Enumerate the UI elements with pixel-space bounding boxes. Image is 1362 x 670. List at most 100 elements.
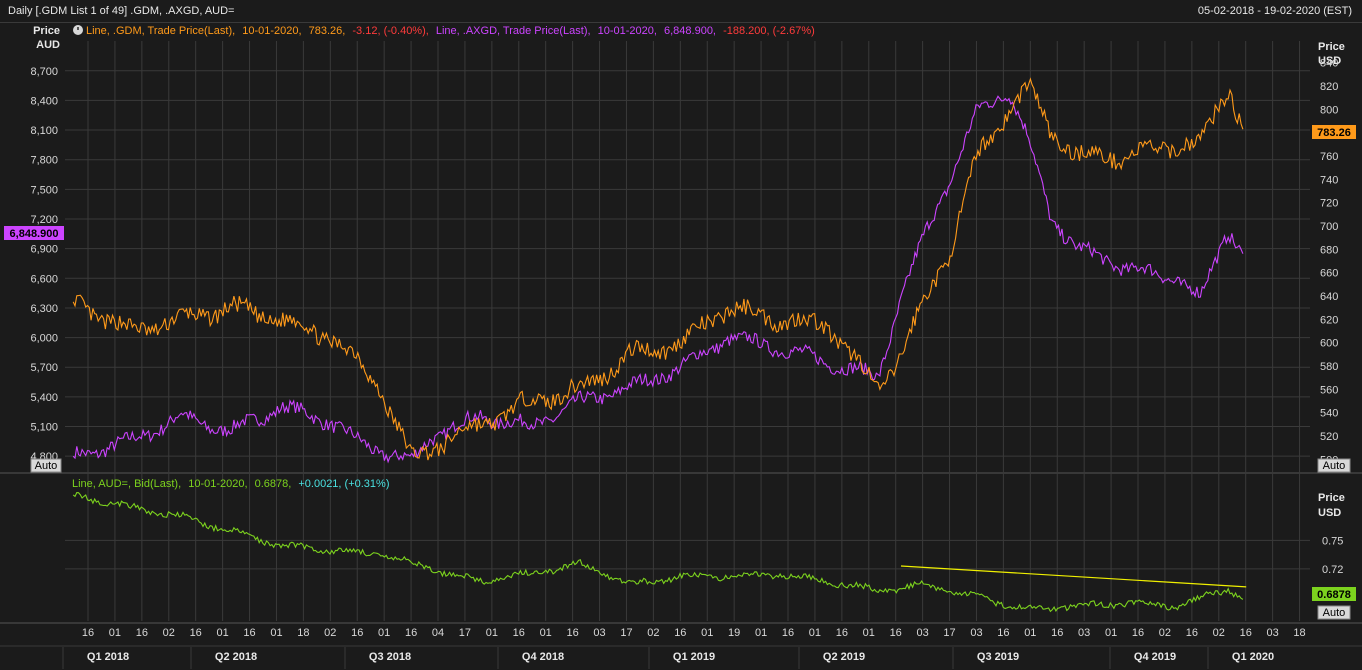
gdm-legend-value: 783.26, [309, 25, 346, 37]
title-bar: Daily [.GDM List 1 of 49] .GDM, .AXGD, A… [0, 0, 1362, 23]
auto-button-right[interactable]: Auto [1317, 458, 1351, 473]
auto-button-right-bg[interactable] [1317, 458, 1351, 473]
axgd-legend-value: 6,848.900, [664, 25, 716, 37]
chart-background [0, 23, 1362, 670]
auto-button-lower[interactable]: Auto [1317, 605, 1351, 620]
x-day-label: 03 [1078, 627, 1090, 639]
bottom-legend-text: Line, AUD=, Bid(Last), 10-01-2020, 0.687… [72, 478, 389, 490]
x-quarter-label: Q4 2019 [1134, 651, 1176, 663]
lower-tick-label: 0.75 [1322, 535, 1343, 547]
x-day-label: 02 [647, 627, 659, 639]
aud-badge-bg [1312, 587, 1356, 601]
auto-button-left[interactable]: Auto [30, 458, 62, 473]
x-day-label: 01 [809, 627, 821, 639]
x-day-label: 03 [916, 627, 928, 639]
x-day-label: 01 [486, 627, 498, 639]
left-tick-label: 8,100 [30, 125, 58, 137]
top-legend: Line, .GDM, Trade Price(Last), 10-01-202… [73, 25, 815, 37]
axgd-legend-change: -188.200, (-2.67%) [723, 25, 815, 37]
axgd-series-line [72, 95, 1244, 464]
chart-area[interactable]: Price AUD Price USD Price USD 8,700 8,400… [0, 23, 1362, 670]
x-day-label: 02 [324, 627, 336, 639]
x-day-label: 01 [270, 627, 282, 639]
lower-axis-title-price: Price [1318, 492, 1345, 504]
left-tick-label: 6,300 [30, 303, 58, 315]
x-day-label: 04 [432, 627, 444, 639]
right-tick-label: 600 [1320, 338, 1338, 350]
left-tick-label: 7,800 [30, 155, 58, 167]
x-day-label: 17 [943, 627, 955, 639]
left-axis-ticks: 8,700 8,400 8,100 7,800 7,500 7,200 6,900 6,600… [30, 66, 58, 463]
right-tick-label: 660 [1320, 268, 1338, 280]
axgd-badge-bg [4, 226, 64, 240]
aud-badge-label: 0.6878 [1317, 589, 1351, 601]
bottom-legend: Line, AUD=, Bid(Last), 10-01-2020, 0.687… [72, 478, 389, 490]
auto-button-right-label[interactable]: Auto [1323, 460, 1346, 472]
gdm-badge-bg [1312, 125, 1356, 139]
right-tick-label: 560 [1320, 384, 1338, 396]
x-day-label: 16 [351, 627, 363, 639]
x-day-label: 02 [1159, 627, 1171, 639]
x-day-label: 16 [566, 627, 578, 639]
x-day-label: 01 [755, 627, 767, 639]
axgd-legend-date: 10-01-2020, [598, 25, 657, 37]
right-tick-label: 640 [1320, 291, 1338, 303]
right-tick-label: 760 [1320, 151, 1338, 163]
lower-series [72, 492, 1247, 613]
x-day-label: 18 [1293, 627, 1305, 639]
x-day-label: 01 [540, 627, 552, 639]
x-day-label: 16 [1186, 627, 1198, 639]
right-tick-label: 580 [1320, 361, 1338, 373]
chart-title: Daily [.GDM List 1 of 49] .GDM, .AXGD, A… [8, 5, 235, 17]
left-axis-title-unit: AUD [36, 39, 60, 51]
left-tick-label: 6,600 [30, 273, 58, 285]
auto-button-left-bg[interactable] [30, 458, 62, 473]
x-axis-quarter-labels: Q1 2018 Q2 2018 Q3 2018 Q4 2018 Q1 2019 Q2 20… [62, 647, 1274, 669]
gdm-series-line [72, 77, 1244, 461]
left-tick-label: 6,900 [30, 244, 58, 256]
auto-button-left-label[interactable]: Auto [35, 460, 58, 472]
gdm-badge-label: 783.26 [1317, 127, 1351, 139]
aud-legend-date: 10-01-2020, [188, 478, 247, 490]
x-day-label: 19 [728, 627, 740, 639]
left-tick-label: 5,700 [30, 362, 58, 374]
gdm-badge: 783.26 [1312, 125, 1356, 139]
auto-button-lower-bg[interactable] [1317, 605, 1351, 620]
left-tick-label: 6,000 [30, 333, 58, 345]
x-day-label: 03 [593, 627, 605, 639]
x-day-label: 01 [378, 627, 390, 639]
right-tick-label: 840 [1320, 58, 1338, 70]
axgd-legend-desc: Line, .AXGD, Trade Price(Last), [436, 25, 591, 37]
aud-legend-value: 0.6878, [255, 478, 292, 490]
left-tick-label: 5,100 [30, 422, 58, 434]
x-day-label: 17 [620, 627, 632, 639]
right-tick-label: 720 [1320, 198, 1338, 210]
auto-button-lower-label[interactable]: Auto [1323, 607, 1346, 619]
lower-axis-title-unit: USD [1318, 507, 1341, 519]
x-day-label: 16 [836, 627, 848, 639]
gdm-legend-change: -3.12, (-0.40%), [352, 25, 428, 37]
right-tick-label: 620 [1320, 314, 1338, 326]
x-day-label: 17 [459, 627, 471, 639]
x-day-label: 01 [701, 627, 713, 639]
x-quarter-label: Q1 2020 [1232, 651, 1274, 663]
x-quarter-label: Q4 2018 [522, 651, 564, 663]
top-legend-text: Line, .GDM, Trade Price(Last), 10-01-202… [86, 25, 815, 37]
x-day-label: 01 [863, 627, 875, 639]
upper-series [72, 77, 1244, 464]
x-axis-day-labels: 16 01 16 02 16 01 16 01 18 02 16 01 16 04 17 01 16 01 16 03… [82, 627, 1306, 639]
x-day-label: 16 [1051, 627, 1063, 639]
left-tick-label: 8,400 [30, 95, 58, 107]
x-day-label: 16 [997, 627, 1009, 639]
left-tick-label: 7,200 [30, 214, 58, 226]
axgd-badge-label: 6,848.900 [10, 228, 59, 240]
x-day-label: 16 [243, 627, 255, 639]
x-quarter-label: Q1 2018 [87, 651, 129, 663]
aud-badge: 0.6878 [1312, 587, 1356, 601]
lower-tick-label: 0.72 [1322, 564, 1343, 576]
x-day-label: 16 [1132, 627, 1144, 639]
x-day-label: 02 [1213, 627, 1225, 639]
lower-axis-ticks: 0.75 0.72 [1322, 535, 1343, 575]
x-day-label: 01 [1105, 627, 1117, 639]
right-tick-label: 740 [1320, 174, 1338, 186]
